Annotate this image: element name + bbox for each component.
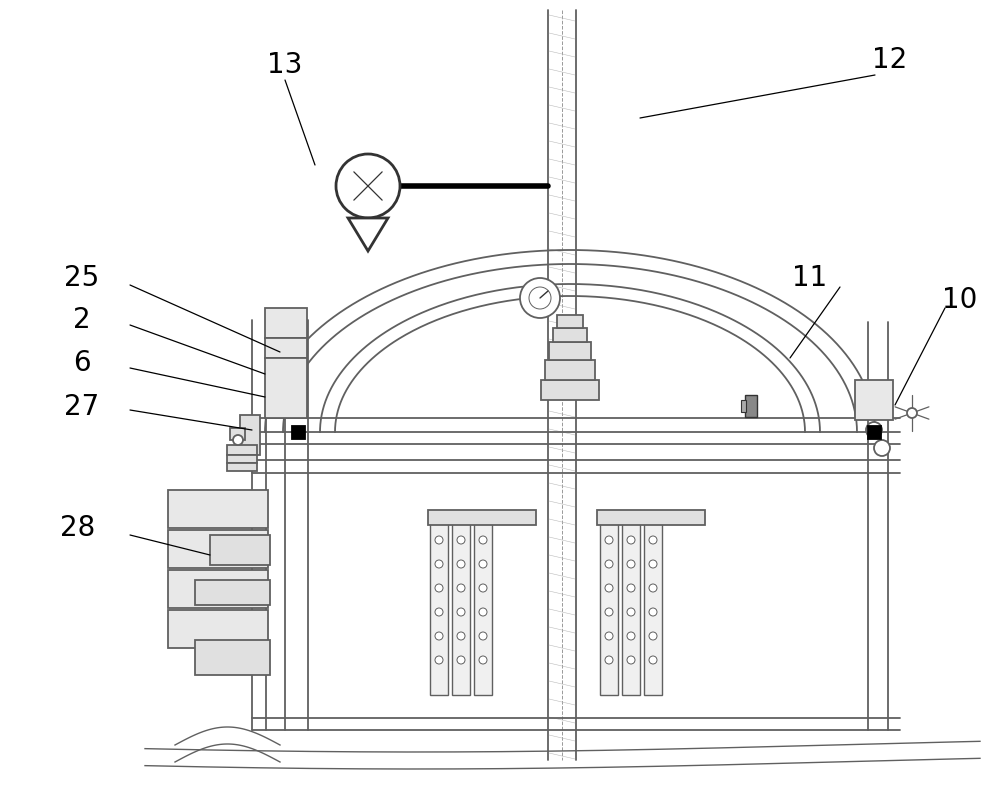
Circle shape [435, 608, 443, 616]
Bar [644, 520, 662, 695]
Circle shape [233, 435, 243, 445]
Text: 13: 13 [267, 51, 303, 79]
Circle shape [627, 584, 635, 592]
Bar [452, 520, 470, 695]
Bar [292, 426, 305, 439]
Circle shape [457, 608, 465, 616]
Bar [597, 510, 705, 525]
Bar [868, 426, 881, 439]
Polygon shape [348, 218, 388, 251]
Bar [265, 358, 307, 418]
Circle shape [874, 440, 890, 456]
Circle shape [605, 584, 613, 592]
Circle shape [627, 536, 635, 544]
Bar [474, 520, 492, 695]
Circle shape [866, 422, 882, 438]
Circle shape [649, 536, 657, 544]
Circle shape [479, 536, 487, 544]
Text: 10: 10 [942, 286, 978, 314]
Circle shape [649, 560, 657, 568]
Bar [622, 520, 640, 695]
Bar [741, 400, 746, 412]
Circle shape [435, 560, 443, 568]
Bar [210, 535, 270, 565]
Circle shape [479, 608, 487, 616]
Circle shape [649, 608, 657, 616]
Bar [545, 360, 595, 380]
Circle shape [457, 536, 465, 544]
Bar [265, 338, 307, 358]
Bar [168, 570, 268, 608]
Circle shape [457, 656, 465, 664]
Circle shape [627, 560, 635, 568]
Circle shape [435, 656, 443, 664]
Circle shape [627, 656, 635, 664]
Circle shape [457, 560, 465, 568]
Bar [230, 428, 245, 440]
Circle shape [605, 608, 613, 616]
Circle shape [605, 560, 613, 568]
Bar [430, 520, 448, 695]
Text: 6: 6 [73, 349, 91, 377]
Bar [227, 455, 257, 463]
Circle shape [457, 632, 465, 640]
Circle shape [457, 584, 465, 592]
Circle shape [529, 287, 551, 309]
Circle shape [649, 632, 657, 640]
Text: 25: 25 [64, 264, 100, 292]
Circle shape [627, 632, 635, 640]
Bar [168, 490, 268, 528]
Bar [549, 342, 591, 360]
Bar [240, 415, 260, 455]
Bar [557, 315, 583, 328]
Bar [195, 580, 270, 605]
Bar [168, 610, 268, 648]
Circle shape [435, 584, 443, 592]
Bar [855, 380, 893, 420]
Bar [600, 520, 618, 695]
Circle shape [520, 278, 560, 318]
Bar [227, 463, 257, 471]
Text: 12: 12 [872, 46, 908, 74]
Text: 11: 11 [792, 264, 828, 292]
Circle shape [479, 584, 487, 592]
Bar [745, 395, 757, 417]
Text: 28: 28 [60, 514, 96, 542]
Text: 27: 27 [64, 393, 100, 421]
Circle shape [627, 608, 635, 616]
Circle shape [649, 584, 657, 592]
Circle shape [605, 632, 613, 640]
Bar [541, 380, 599, 400]
Bar [553, 328, 587, 342]
Bar [265, 308, 307, 338]
Circle shape [605, 656, 613, 664]
Circle shape [479, 656, 487, 664]
Circle shape [435, 632, 443, 640]
Bar [428, 510, 536, 525]
Bar [168, 530, 268, 568]
Circle shape [605, 536, 613, 544]
Circle shape [649, 656, 657, 664]
Circle shape [907, 408, 917, 418]
Text: 2: 2 [73, 306, 91, 334]
Circle shape [479, 632, 487, 640]
Circle shape [435, 536, 443, 544]
Bar [195, 640, 270, 675]
Bar [227, 445, 257, 455]
Circle shape [336, 154, 400, 218]
Circle shape [479, 560, 487, 568]
